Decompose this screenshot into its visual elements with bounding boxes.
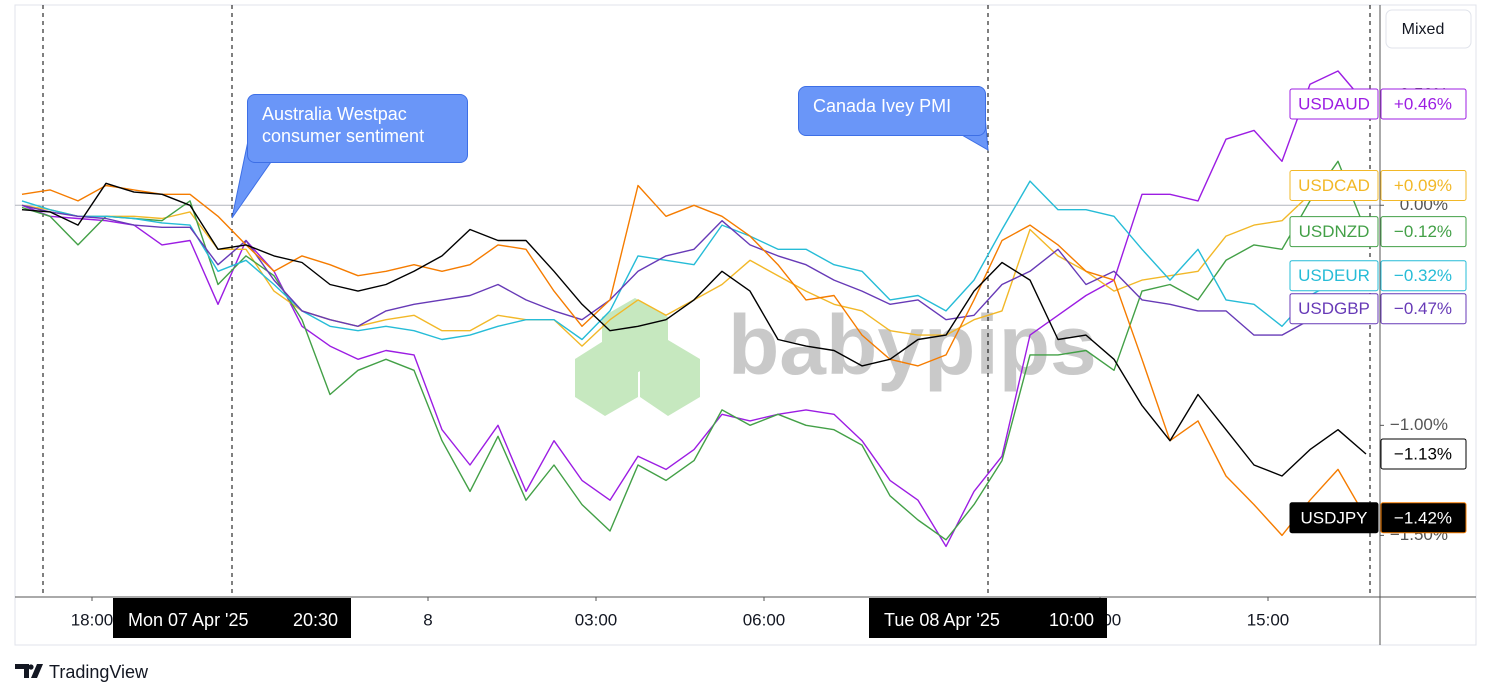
crosshair-time-box — [113, 598, 351, 638]
series-name-box — [1289, 88, 1379, 120]
series-value-box — [1380, 438, 1467, 470]
series-name-box — [1289, 216, 1379, 248]
series-name-box — [1289, 169, 1379, 201]
series-name: USDEUR — [1298, 266, 1370, 285]
logo-dot — [28, 664, 34, 670]
crosshair-time: 10:00 — [1049, 610, 1094, 630]
series-name: USDGBP — [1298, 299, 1370, 318]
x-tick-label: 06:00 — [743, 610, 786, 629]
series-name: USDJPY — [1300, 508, 1367, 527]
series-value-box — [1380, 502, 1467, 534]
x-tick-label: 03:00 — [575, 610, 618, 629]
series-name: USDNZD — [1299, 222, 1370, 241]
series-line — [21, 180, 1367, 341]
event-callout: Canada Ivey PMI — [798, 86, 986, 136]
scale-mode-button[interactable] — [1385, 9, 1472, 49]
crosshair-time: 20:30 — [293, 610, 338, 630]
watermark-cube — [575, 340, 638, 416]
series-name-box — [1289, 260, 1379, 292]
series-value-label: −1.42% — [1394, 508, 1452, 527]
y-tick-label: −1.00% — [1390, 415, 1448, 434]
series-value-label: −0.12% — [1394, 222, 1452, 241]
series-name: USDCAD — [1298, 176, 1370, 195]
series-value-box — [1380, 169, 1467, 201]
series-value-box — [1380, 260, 1467, 292]
series-name: USDAUD — [1298, 95, 1370, 114]
attribution: TradingView — [49, 662, 149, 682]
series-value-label: −1.13% — [1394, 444, 1452, 463]
series-name-box — [1289, 293, 1379, 325]
watermark-text: babypips — [728, 298, 1097, 392]
x-tick-label: 15:00 — [1247, 610, 1290, 629]
crosshair-time-box — [869, 598, 1107, 638]
series-value-label: −0.32% — [1394, 266, 1452, 285]
tradingview-logo — [15, 664, 43, 678]
x-tick-label: 8 — [423, 610, 432, 629]
series-value-box — [1380, 88, 1467, 120]
series-value-label: +0.09% — [1394, 176, 1452, 195]
series-line — [21, 182, 1367, 477]
watermark-cube — [640, 340, 700, 416]
scale-mode-label[interactable]: Mixed — [1402, 21, 1445, 38]
logo-mark — [15, 664, 43, 678]
series-name-box — [1289, 502, 1379, 534]
series-line — [21, 160, 1367, 541]
event-callout: Australia Westpac consumer sentiment — [247, 94, 468, 163]
x-tick-label: 18:00 — [71, 610, 114, 629]
series-value-box — [1380, 216, 1467, 248]
series-line — [21, 204, 1367, 336]
series-value-box — [1380, 293, 1467, 325]
crosshair-date: Tue 08 Apr '25 — [884, 610, 1000, 630]
watermark: babypips — [575, 298, 1097, 416]
series-value-label: +0.46% — [1394, 95, 1452, 114]
series-value-label: −0.47% — [1394, 299, 1452, 318]
crosshair-date: Mon 07 Apr '25 — [128, 610, 249, 630]
